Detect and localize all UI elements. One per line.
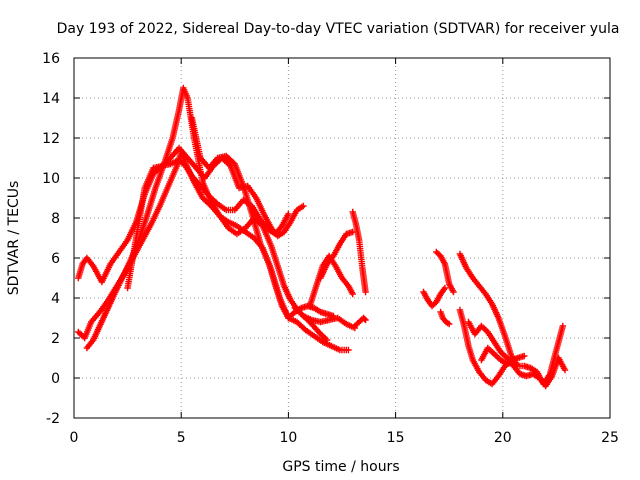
series-prn-n bbox=[456, 250, 567, 388]
series-prn-i bbox=[349, 208, 369, 296]
x-tick-label: 10 bbox=[279, 430, 297, 446]
x-tick-label: 5 bbox=[177, 430, 186, 446]
y-tick-label: 4 bbox=[51, 291, 60, 307]
data-point bbox=[446, 320, 453, 328]
series-prn-f bbox=[291, 304, 359, 332]
y-tick-label: -2 bbox=[46, 411, 60, 427]
axis-ticks: 0 5 10 15 20 25 -2 0 2 4 6 8 10 12 14 16 bbox=[42, 51, 619, 446]
data-point bbox=[510, 358, 517, 366]
series-prn-p bbox=[465, 318, 569, 390]
data-point bbox=[300, 202, 307, 210]
y-tick-label: 0 bbox=[51, 371, 60, 387]
data-point bbox=[345, 346, 352, 354]
y-tick-label: 8 bbox=[51, 211, 60, 227]
data-point bbox=[165, 156, 173, 163]
chart-title: Day 193 of 2022, Sidereal Day-to-day VTE… bbox=[57, 21, 620, 37]
series-prn-h bbox=[317, 228, 356, 282]
series-prn-j bbox=[351, 314, 369, 330]
data-point bbox=[361, 315, 368, 323]
series-prn-m bbox=[437, 308, 453, 328]
x-axis-label: GPS time / hours bbox=[282, 459, 399, 475]
series-prn-q bbox=[478, 344, 517, 368]
data-point bbox=[323, 336, 331, 344]
series-prn-l bbox=[433, 248, 457, 296]
data-points bbox=[75, 84, 569, 390]
series-prn-e bbox=[188, 114, 337, 322]
data-point bbox=[230, 159, 237, 166]
y-axis-label: SDTVAR / TECUs bbox=[6, 181, 22, 296]
y-tick-label: 12 bbox=[42, 131, 60, 147]
x-tick-label: 25 bbox=[601, 430, 619, 446]
series-prn-o bbox=[456, 306, 528, 388]
y-tick-label: 2 bbox=[51, 331, 60, 347]
y-tick-label: 16 bbox=[42, 51, 60, 67]
data-point bbox=[450, 288, 457, 296]
x-tick-label: 15 bbox=[387, 430, 405, 446]
y-tick-label: 10 bbox=[42, 171, 60, 187]
series-prn-d bbox=[124, 144, 307, 292]
plot-frame bbox=[73, 57, 611, 419]
data-point bbox=[362, 316, 369, 324]
data-point bbox=[362, 288, 369, 296]
data-point bbox=[285, 210, 292, 218]
data-point bbox=[441, 284, 449, 292]
y-tick-label: 14 bbox=[42, 91, 60, 107]
y-tick-label: 6 bbox=[51, 251, 60, 267]
grid bbox=[74, 58, 610, 418]
series-prn-c bbox=[75, 156, 292, 286]
x-tick-label: 0 bbox=[70, 430, 79, 446]
data-point bbox=[561, 366, 569, 374]
data-point bbox=[225, 161, 233, 168]
x-tick-label: 20 bbox=[494, 430, 512, 446]
data-point bbox=[349, 290, 356, 298]
series-prn-k bbox=[420, 284, 449, 310]
data-point bbox=[559, 322, 567, 330]
data-point bbox=[521, 352, 528, 360]
